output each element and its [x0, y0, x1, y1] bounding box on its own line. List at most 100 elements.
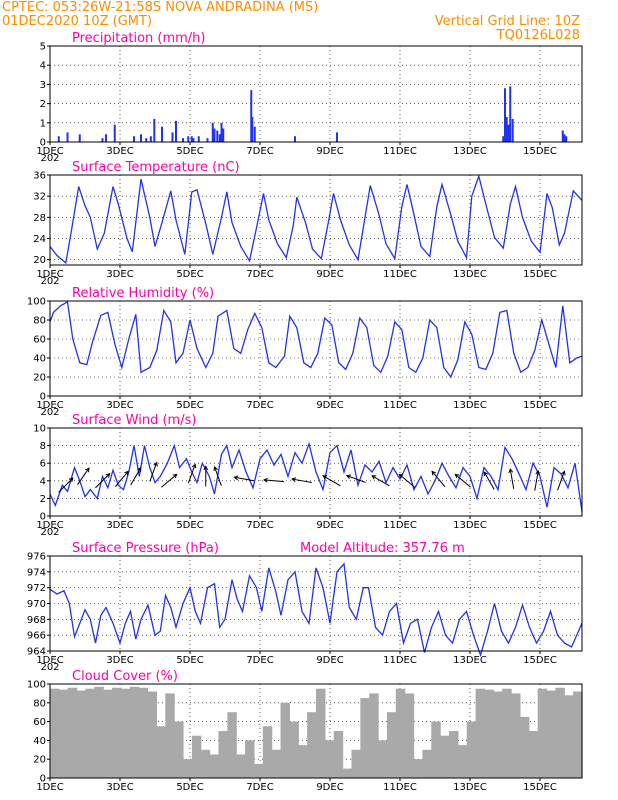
cloud-cover-bar	[378, 740, 388, 778]
cloud-cover-bar	[289, 721, 299, 778]
x-tick-label: 5DEC	[176, 782, 203, 793]
cloud-cover-bar	[466, 721, 477, 778]
x-tick-label: 7DEC	[246, 655, 273, 666]
cloud-cover-bar	[369, 693, 379, 778]
x-tick-label: 13DEC	[453, 400, 487, 411]
cloud-cover-bar	[519, 716, 530, 778]
panel-4: 964 966 968 970 972 974 976 1DEC 3DEC 5DEC 7DEC 9DE…	[27, 541, 583, 673]
x-tick-label: 11DEC	[383, 146, 417, 157]
wind-arrow-shaft	[371, 475, 390, 487]
precip-bar	[190, 136, 193, 142]
x-tick-label: 1DEC	[36, 782, 63, 793]
y-tick-label: 2	[40, 99, 46, 110]
wind-arrow-shaft	[509, 469, 515, 489]
wind-arrow	[203, 465, 209, 487]
wind-arrow-head	[483, 471, 488, 477]
y-tick-label: 40	[33, 736, 46, 747]
precip-bar	[78, 134, 81, 142]
precip-bar	[140, 134, 142, 142]
precip-bar	[206, 138, 209, 142]
wind-arrow-shaft	[483, 471, 495, 490]
cloud-cover-bar	[484, 689, 494, 778]
cloud-cover-bar	[253, 763, 264, 778]
cloud-cover-bar	[183, 759, 193, 778]
y-tick-label: 60	[33, 717, 46, 728]
panel-frame	[49, 683, 583, 779]
wind-arrow-shaft	[455, 473, 471, 488]
y-tick-label: 972	[27, 583, 46, 594]
cloud-cover-bar	[298, 745, 308, 778]
cloud-cover-bar	[404, 693, 415, 778]
y-tick-label: 3	[40, 80, 46, 91]
panel-title: Cloud Cover (%)	[72, 669, 178, 684]
precip-bar	[565, 136, 568, 142]
y-tick-label: 24	[33, 234, 46, 245]
year-label-fragment: 202	[40, 662, 59, 673]
precip-bar	[149, 136, 152, 142]
cloud-cover-bar	[174, 721, 184, 778]
x-tick-label: 11DEC	[383, 655, 417, 666]
y-tick-label: 100	[27, 297, 46, 308]
x-tick-label: 5DEC	[176, 400, 203, 411]
panel-title: Relative Humidity (%)	[72, 286, 214, 301]
precip-bar	[133, 136, 135, 142]
panel-5: 0 20 40 60 80 100 1DEC 3DEC 5DEC 7DEC 9DEC 11DEC 13D…	[27, 669, 583, 793]
y-tick-label: 1	[40, 118, 46, 129]
precip-bar	[182, 138, 184, 142]
precip-bar	[507, 124, 510, 142]
x-tick-label: 1DEC	[36, 269, 63, 280]
wind-arrow-shaft	[77, 467, 90, 485]
x-tick-label: 13DEC	[453, 655, 487, 666]
precip-bar	[220, 122, 223, 142]
cloud-cover-bar	[191, 735, 202, 778]
precip-bar	[336, 132, 338, 142]
cloud-cover-bar	[316, 688, 326, 778]
cloud-cover-bar	[449, 731, 459, 778]
series-line	[49, 441, 583, 512]
wind-arrow-head	[191, 463, 197, 469]
x-tick-label: 7DEC	[246, 520, 273, 531]
cloud-cover-bar	[147, 691, 157, 778]
header-location: CPTEC: 053:26W-21:58S NOVA ANDRADINA (MS…	[2, 0, 318, 15]
cloud-cover-bar	[271, 749, 282, 778]
cloud-cover-bar	[209, 754, 220, 778]
wind-arrow-shaft	[58, 477, 74, 493]
wind-arrow-shaft	[130, 467, 142, 486]
x-tick-label: 9DEC	[316, 520, 343, 531]
cloud-cover-bar	[493, 691, 503, 778]
wind-arrow-head	[535, 469, 540, 475]
wind-arrow	[95, 472, 111, 489]
wind-arrow-shaft	[431, 471, 446, 488]
wind-arrow	[187, 463, 197, 484]
cloud-cover-bar	[342, 768, 353, 778]
x-tick-label: 13DEC	[453, 520, 487, 531]
x-tick-label: 13DEC	[453, 782, 487, 793]
wind-arrow-head	[291, 477, 297, 482]
wind-arrow	[233, 475, 255, 482]
wind-arrow-shaft	[534, 470, 539, 491]
precip-bar	[216, 130, 219, 142]
x-tick-label: 3DEC	[106, 400, 133, 411]
y-tick-label: 40	[33, 354, 46, 365]
panel-0: 0 1 2 3 4 5 1DEC 3DEC 5DEC 7DEC 9DEC 11DEC 13DEC 15DE…	[36, 31, 583, 164]
cloud-cover-bar	[94, 686, 104, 778]
x-tick-label: 1DEC	[36, 146, 63, 157]
cloud-cover-bar	[324, 740, 335, 778]
x-tick-label: 3DEC	[106, 520, 133, 531]
cloud-cover-bar	[120, 688, 131, 778]
wind-arrow-head	[262, 477, 268, 483]
y-tick-label: 4	[40, 61, 46, 72]
cloud-cover-bar	[395, 688, 406, 778]
precip-bar	[251, 117, 254, 142]
cloud-cover-bar	[85, 688, 95, 778]
x-tick-label: 3DEC	[106, 782, 133, 793]
x-tick-label: 3DEC	[106, 655, 133, 666]
wind-arrow-shaft	[292, 478, 312, 484]
wind-arrow-head	[213, 466, 218, 472]
x-tick-label: 9DEC	[316, 400, 343, 411]
cloud-cover-bar	[502, 688, 512, 778]
wind-arrow	[130, 466, 142, 486]
precip-bar	[175, 120, 177, 142]
wind-arrow	[262, 477, 285, 483]
